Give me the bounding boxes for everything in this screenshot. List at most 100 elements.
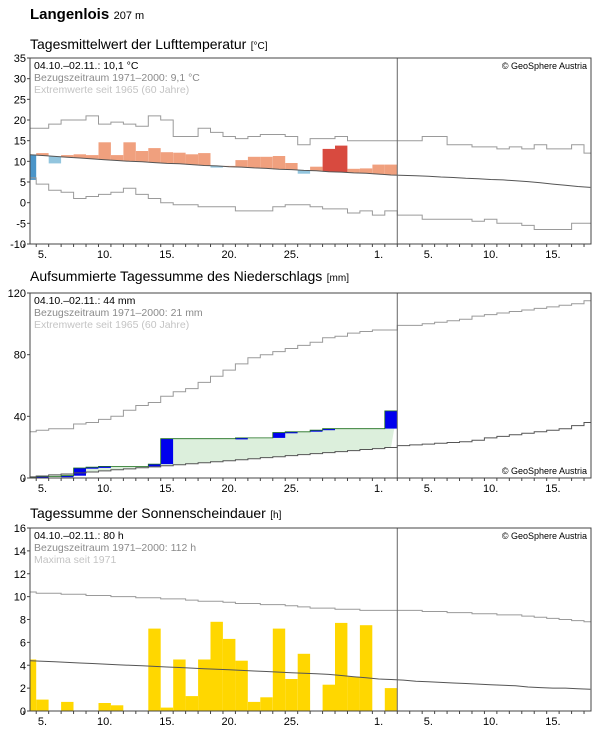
sunshine-mean-line (30, 660, 591, 690)
sunshine-x-tick-label: 5. (424, 716, 433, 728)
sunshine-bar (61, 701, 74, 711)
sunshine-y-tick-label: 12 (14, 569, 26, 581)
sunshine-bar (359, 625, 373, 711)
temperature-bar (61, 155, 74, 158)
temperature-x-tick-label: 15. (159, 249, 174, 261)
precipitation-bar (272, 432, 286, 438)
precipitation-title: Aufsummierte Tagessumme des Niederschlag… (30, 268, 323, 284)
sunshine-bar (272, 628, 286, 711)
precipitation-x-tick-label: 1. (374, 483, 383, 495)
sunshine-x-tick-label: 15. (545, 716, 560, 728)
precipitation-cumulative-line (30, 410, 398, 478)
temperature-bar (322, 148, 335, 172)
temperature-bar (123, 142, 136, 162)
precipitation-x-tick-label: 5. (38, 483, 47, 495)
temperature-info-extremes: Extremwerte seit 1965 (60 Jahre) (34, 84, 189, 96)
temperature-info-reference: Bezugszeitraum 1971–2000: 9,1 °C (34, 72, 200, 84)
sunshine-chart (23, 527, 592, 714)
sunshine-bar (260, 697, 273, 711)
precipitation-y-tick-label: 0 (20, 473, 26, 485)
station-name: Langenlois (30, 6, 110, 23)
precipitation-x-tick-label: 25. (284, 483, 299, 495)
sunshine-y-tick-label: 14 (14, 546, 26, 558)
temperature-extreme-max-line (30, 115, 591, 154)
precipitation-bar (73, 468, 86, 476)
precipitation-bar (160, 438, 174, 465)
sunshine-plot-area (30, 591, 591, 711)
sunshine-bar (322, 684, 335, 711)
temperature-x-tick-label: 20. (222, 249, 237, 261)
sunshine-bar (335, 622, 348, 711)
temperature-x-tick-label: 10. (97, 249, 112, 261)
sunshine-info-current: 04.10.–02.11.: 80 h (34, 530, 124, 542)
sunshine-bar (30, 659, 37, 711)
temperature-bar (285, 163, 298, 170)
precipitation-surplus-area (30, 410, 398, 478)
precipitation-bar (36, 476, 49, 478)
temperature-bar (36, 153, 49, 156)
temperature-bar (135, 151, 149, 162)
precipitation-y-tick-label: 120 (8, 288, 26, 300)
precipitation-x-tick-label: 10. (97, 483, 112, 495)
temperature-info-current: 04.10.–02.11.: 10,1 °C (34, 60, 139, 72)
sunshine-y-tick-label: 4 (20, 660, 26, 672)
temperature-bar (110, 155, 124, 161)
sunshine-bar (210, 621, 223, 711)
temperature-y-tick-label: 10 (14, 156, 26, 168)
precipitation-mean-line (30, 422, 591, 478)
sunshine-bar (247, 701, 261, 711)
sunshine-bar (285, 679, 298, 711)
sunshine-bar (297, 653, 311, 711)
temperature-plot-area (30, 115, 591, 230)
temperature-bar (372, 164, 385, 175)
precipitation-chart (23, 292, 592, 481)
sunshine-y-tick-label: 6 (20, 637, 26, 649)
sunshine-bar (384, 688, 398, 711)
temperature-x-tick-label: 15. (545, 249, 560, 261)
precipitation-y-tick-label: 40 (14, 411, 26, 423)
temperature-y-tick-label: 35 (14, 53, 26, 65)
temperature-bar (48, 156, 62, 164)
precipitation-info-current: 04.10.–02.11.: 44 mm (34, 295, 136, 307)
precipitation-x-tick-label: 20. (222, 483, 237, 495)
station-altitude: 207 m (113, 10, 145, 22)
precipitation-bar (322, 428, 335, 431)
sunshine-x-tick-label: 20. (222, 716, 237, 728)
temperature-x-tick-label: 25. (284, 249, 299, 261)
sunshine-bar (223, 638, 236, 711)
sunshine-y-tick-label: 0 (20, 706, 26, 718)
temperature-y-tick-label: 25 (14, 94, 26, 106)
temperature-copyright: © GeoSphere Austria (502, 61, 587, 71)
sunshine-bar (160, 707, 174, 711)
precipitation-x-tick-label: 15. (159, 483, 174, 495)
sunshine-y-tick-label: 2 (20, 683, 26, 695)
temperature-extreme-min-line (30, 177, 591, 230)
temperature-y-tick-label: -10 (10, 239, 26, 251)
temperature-y-tick-label: 30 (14, 74, 26, 86)
panel-title-precipitation: Aufsummierte Tagessumme des Niederschlag… (30, 268, 349, 286)
temperature-bar (210, 165, 223, 168)
sunshine-info-extremes: Maxima seit 1971 (34, 554, 116, 566)
temperature-bar (185, 154, 198, 165)
sunshine-x-tick-label: 10. (97, 716, 112, 728)
precipitation-x-tick-label: 10. (483, 483, 498, 495)
sunshine-bar (347, 676, 360, 711)
precipitation-bar (310, 430, 323, 432)
temperature-bar (148, 148, 161, 163)
sunshine-bar (36, 699, 49, 711)
temperature-bar (73, 154, 86, 158)
panel-title-sunshine: Tagessumme der Sonnenscheindauer [h] (30, 505, 281, 523)
panel-title-temperature: Tagesmittelwert der Lufttemperatur [°C] (30, 36, 268, 54)
sunshine-bar (235, 660, 248, 711)
sunshine-title: Tagessumme der Sonnenscheindauer (30, 505, 266, 521)
precipitation-extreme-max-line (30, 300, 591, 433)
temperature-bar (297, 170, 311, 174)
temperature-y-tick-label: 20 (14, 115, 26, 127)
temperature-mean-line (30, 154, 591, 188)
sunshine-copyright: © GeoSphere Austria (502, 531, 587, 541)
precipitation-bar (235, 437, 248, 440)
precipitation-bar (86, 467, 99, 469)
temperature-bar (173, 152, 186, 164)
precipitation-info-extremes: Extremwerte seit 1965 (60 Jahre) (34, 319, 189, 331)
